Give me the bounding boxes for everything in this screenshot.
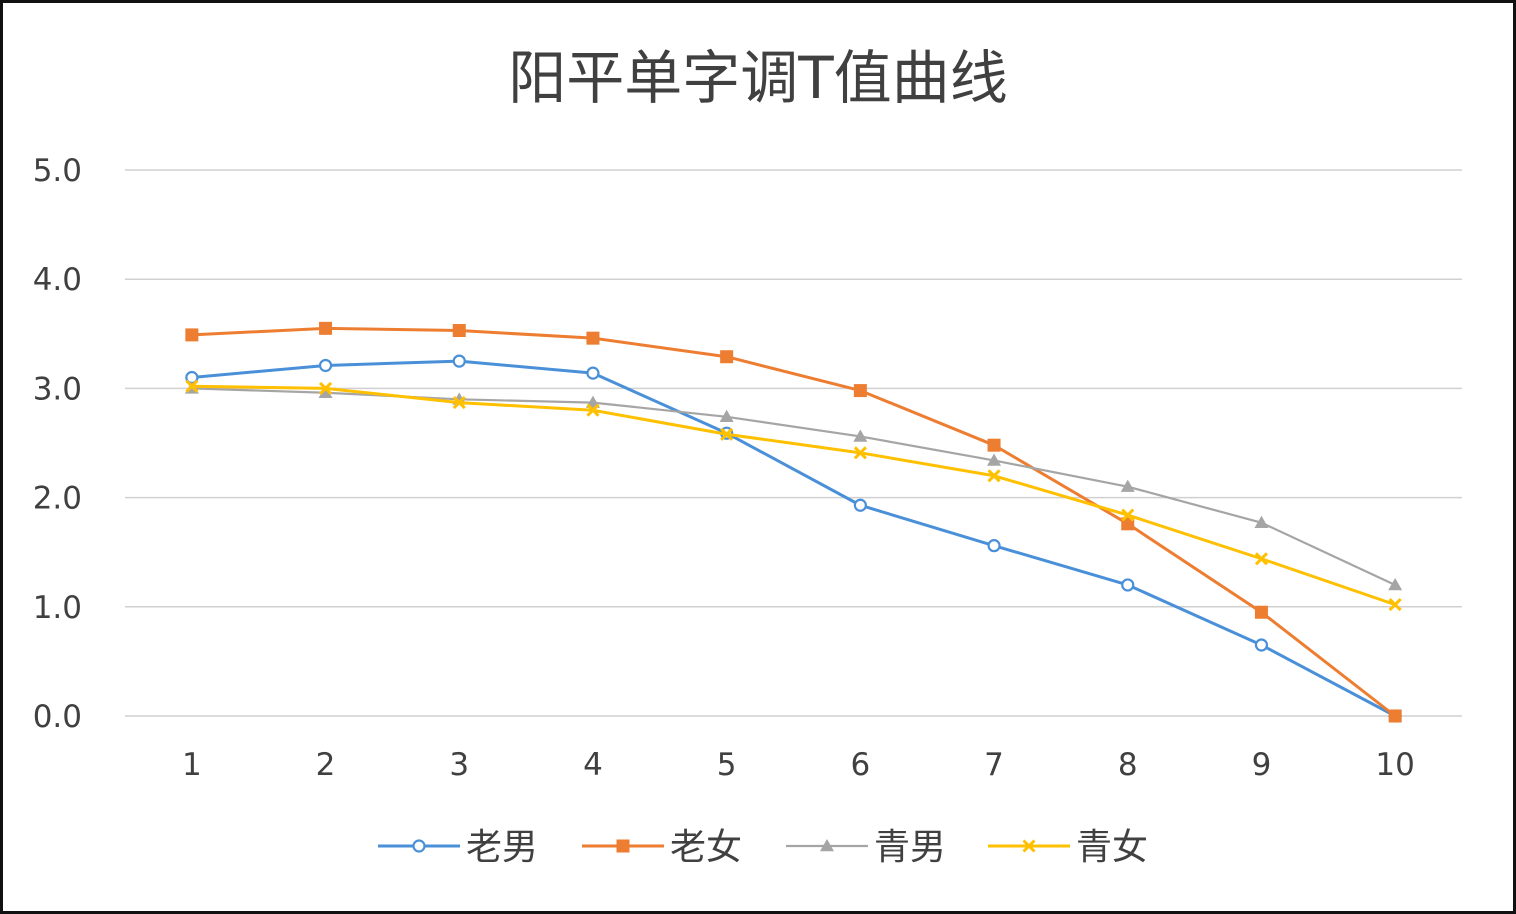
x-tick-label: 4: [583, 747, 603, 783]
legend-label: 老女: [670, 827, 742, 868]
y-axis-ticks: 0.0 1.0 2.0 3.0 4.0 5.0: [33, 153, 82, 735]
data-point: [318, 381, 333, 395]
data-point: [319, 321, 333, 335]
legend-marker: [616, 839, 630, 853]
data-point: [1388, 577, 1403, 591]
legend-marker: [820, 839, 834, 852]
data-point: [987, 469, 1001, 483]
series-3: [184, 381, 1403, 591]
x-tick-label: 2: [316, 747, 336, 783]
x-tick-label: 7: [984, 747, 1004, 783]
data-point: [452, 396, 466, 410]
data-point: [987, 539, 1001, 553]
data-point: [185, 328, 199, 342]
x-tick-label: 9: [1252, 747, 1272, 783]
gridlines: [125, 169, 1462, 717]
data-point: [452, 324, 466, 338]
data-point: [318, 385, 333, 399]
data-point: [1388, 709, 1402, 723]
series-line: [191, 359, 1396, 718]
legend-entry: 青男: [786, 827, 946, 868]
series-line: [191, 387, 1396, 586]
data-point: [1120, 479, 1135, 492]
series-lines: [184, 321, 1403, 723]
x-tick-label: 5: [717, 747, 737, 783]
data-point: [853, 429, 868, 442]
data-point: [987, 438, 1001, 452]
x-tick-label: 8: [1118, 747, 1138, 783]
series-line: [191, 326, 1397, 718]
data-point: [1121, 517, 1135, 531]
series-4: [185, 379, 1402, 612]
data-point: [1254, 552, 1269, 566]
data-point: [853, 446, 867, 460]
data-point: [586, 403, 600, 417]
legend-label: 青男: [874, 827, 946, 868]
x-tick-label: 6: [850, 747, 870, 783]
data-point: [586, 331, 600, 345]
data-point: [987, 453, 1002, 466]
data-point: [719, 409, 734, 423]
data-point: [452, 354, 466, 368]
legend: 老男 老女 青男 青女: [378, 827, 1148, 868]
series-2: [185, 321, 1402, 723]
data-point: [318, 358, 333, 373]
data-point: [853, 498, 867, 512]
data-point: [853, 384, 867, 398]
series-line: [191, 384, 1396, 607]
y-tick-label: 1.0: [33, 590, 82, 626]
data-point: [586, 366, 600, 380]
legend-label: 青女: [1076, 827, 1148, 868]
legend-entry: 老男: [378, 827, 538, 868]
data-point: [1254, 515, 1269, 528]
legend-entry: 老女: [582, 827, 742, 868]
data-point: [720, 350, 734, 364]
y-tick-label: 3.0: [33, 371, 82, 407]
legend-marker: [1022, 839, 1036, 853]
legend-entry: 青女: [988, 827, 1148, 868]
data-point: [1121, 508, 1135, 522]
series-1: [185, 354, 1402, 723]
data-point: [185, 379, 199, 393]
data-point: [720, 427, 734, 441]
data-point: [1121, 578, 1135, 592]
y-tick-label: 5.0: [33, 153, 82, 189]
data-point: [1254, 638, 1269, 652]
x-axis-ticks: 1 2 3 4 5 6 7 8 9 10: [182, 747, 1415, 783]
legend-marker: [412, 839, 426, 853]
data-point: [1254, 605, 1268, 619]
y-tick-label: 0.0: [33, 699, 82, 735]
x-tick-label: 3: [449, 747, 469, 783]
legend-label: 老男: [466, 827, 538, 868]
data-point: [1388, 598, 1402, 612]
y-tick-label: 4.0: [33, 262, 82, 298]
chart-title: 阳平单字调T值曲线: [508, 44, 1007, 112]
y-tick-label: 2.0: [33, 481, 82, 517]
x-tick-label: 10: [1375, 747, 1414, 783]
x-tick-label: 1: [182, 747, 202, 783]
